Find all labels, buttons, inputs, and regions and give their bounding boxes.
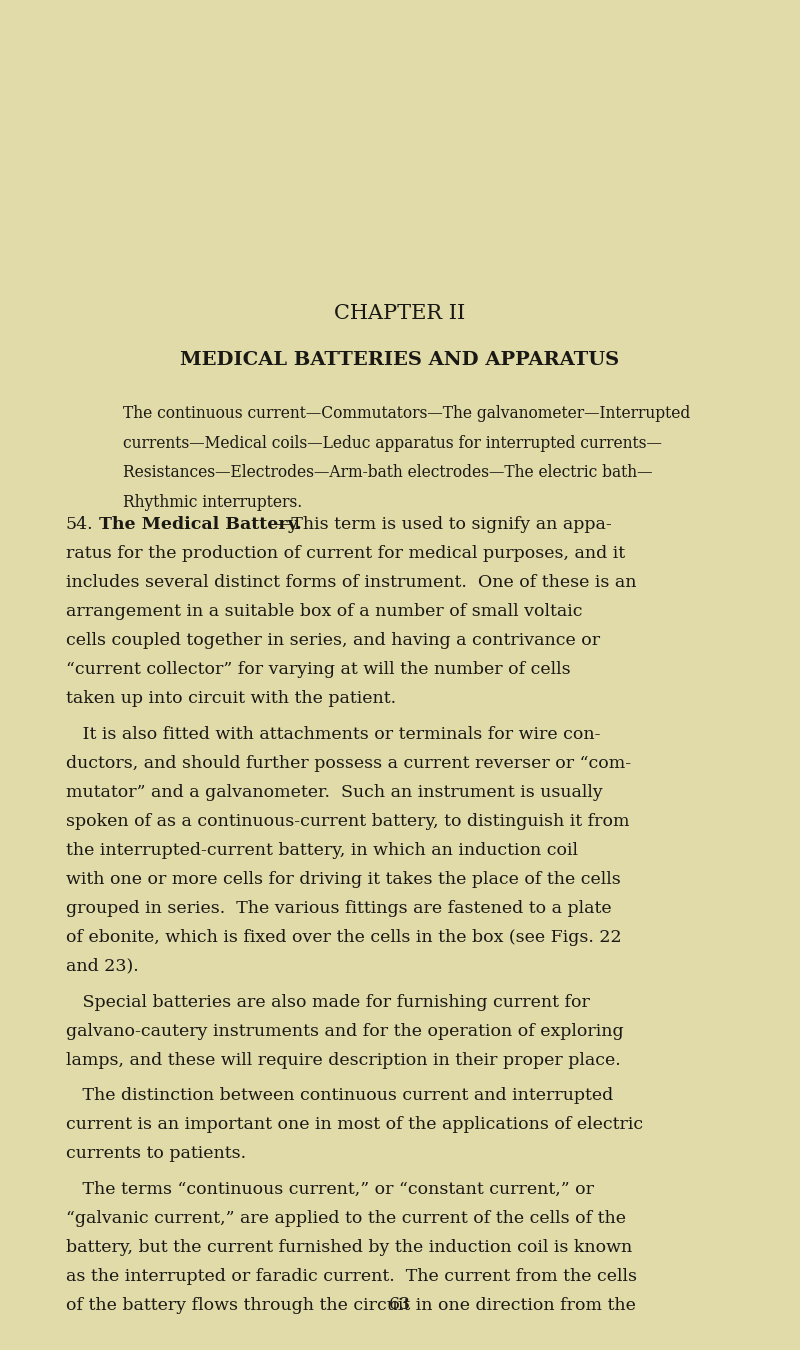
Text: taken up into circuit with the patient.: taken up into circuit with the patient. (66, 690, 396, 707)
Text: Special batteries are also made for furnishing current for: Special batteries are also made for furn… (66, 994, 590, 1011)
Text: battery, but the current furnished by the induction coil is known: battery, but the current furnished by th… (66, 1239, 632, 1257)
Text: 54.: 54. (66, 516, 94, 533)
Text: current is an important one in most of the applications of electric: current is an important one in most of t… (66, 1116, 642, 1134)
Text: The terms “continuous current,” or “constant current,” or: The terms “continuous current,” or “cons… (66, 1181, 594, 1199)
Text: grouped in series.  The various fittings are fastened to a plate: grouped in series. The various fittings … (66, 899, 611, 917)
Text: “current collector” for varying at will the number of cells: “current collector” for varying at will … (66, 660, 570, 678)
Text: mutator” and a galvanometer.  Such an instrument is usually: mutator” and a galvanometer. Such an ins… (66, 783, 602, 801)
Text: with one or more cells for driving it takes the place of the cells: with one or more cells for driving it ta… (66, 871, 620, 888)
Text: of the battery flows through the circuit in one direction from the: of the battery flows through the circuit… (66, 1297, 635, 1315)
Text: the interrupted-current battery, in which an induction coil: the interrupted-current battery, in whic… (66, 842, 578, 859)
Text: as the interrupted or faradic current.  The current from the cells: as the interrupted or faradic current. T… (66, 1269, 637, 1285)
Text: cells coupled together in series, and having a contrivance or: cells coupled together in series, and ha… (66, 632, 600, 649)
Text: and 23).: and 23). (66, 958, 138, 975)
Text: currents to patients.: currents to patients. (66, 1145, 246, 1162)
Text: “galvanic current,” are applied to the current of the cells of the: “galvanic current,” are applied to the c… (66, 1210, 626, 1227)
Text: arrangement in a suitable box of a number of small voltaic: arrangement in a suitable box of a numbe… (66, 602, 582, 620)
Text: currents—Medical coils—Leduc apparatus for interrupted currents—: currents—Medical coils—Leduc apparatus f… (123, 435, 662, 452)
Text: The continuous current—Commutators—The galvanometer—Interrupted: The continuous current—Commutators—The g… (123, 405, 690, 423)
Text: CHAPTER II: CHAPTER II (334, 304, 466, 323)
Text: —This term is used to signify an appa-: —This term is used to signify an appa- (274, 516, 611, 533)
Text: ductors, and should further possess a current reverser or “com-: ductors, and should further possess a cu… (66, 755, 630, 772)
Text: It is also fitted with attachments or terminals for wire con-: It is also fitted with attachments or te… (66, 725, 600, 743)
Text: The distinction between continuous current and interrupted: The distinction between continuous curre… (66, 1088, 613, 1104)
Text: includes several distinct forms of instrument.  One of these is an: includes several distinct forms of instr… (66, 574, 636, 591)
Text: Rhythmic interrupters.: Rhythmic interrupters. (123, 494, 302, 512)
Text: of ebonite, which is fixed over the cells in the box (see Figs. 22: of ebonite, which is fixed over the cell… (66, 929, 622, 946)
Text: Resistances—Electrodes—Arm-bath electrodes—The electric bath—: Resistances—Electrodes—Arm-bath electrod… (123, 464, 653, 482)
Text: spoken of as a continuous-current battery, to distinguish it from: spoken of as a continuous-current batter… (66, 813, 629, 830)
Text: The Medical Battery.: The Medical Battery. (99, 516, 302, 533)
Text: MEDICAL BATTERIES AND APPARATUS: MEDICAL BATTERIES AND APPARATUS (181, 351, 619, 369)
Text: lamps, and these will require description in their proper place.: lamps, and these will require descriptio… (66, 1052, 620, 1069)
Text: 63: 63 (389, 1296, 411, 1314)
Text: ratus for the production of current for medical purposes, and it: ratus for the production of current for … (66, 544, 625, 562)
Text: galvano-cautery instruments and for the operation of exploring: galvano-cautery instruments and for the … (66, 1023, 623, 1040)
